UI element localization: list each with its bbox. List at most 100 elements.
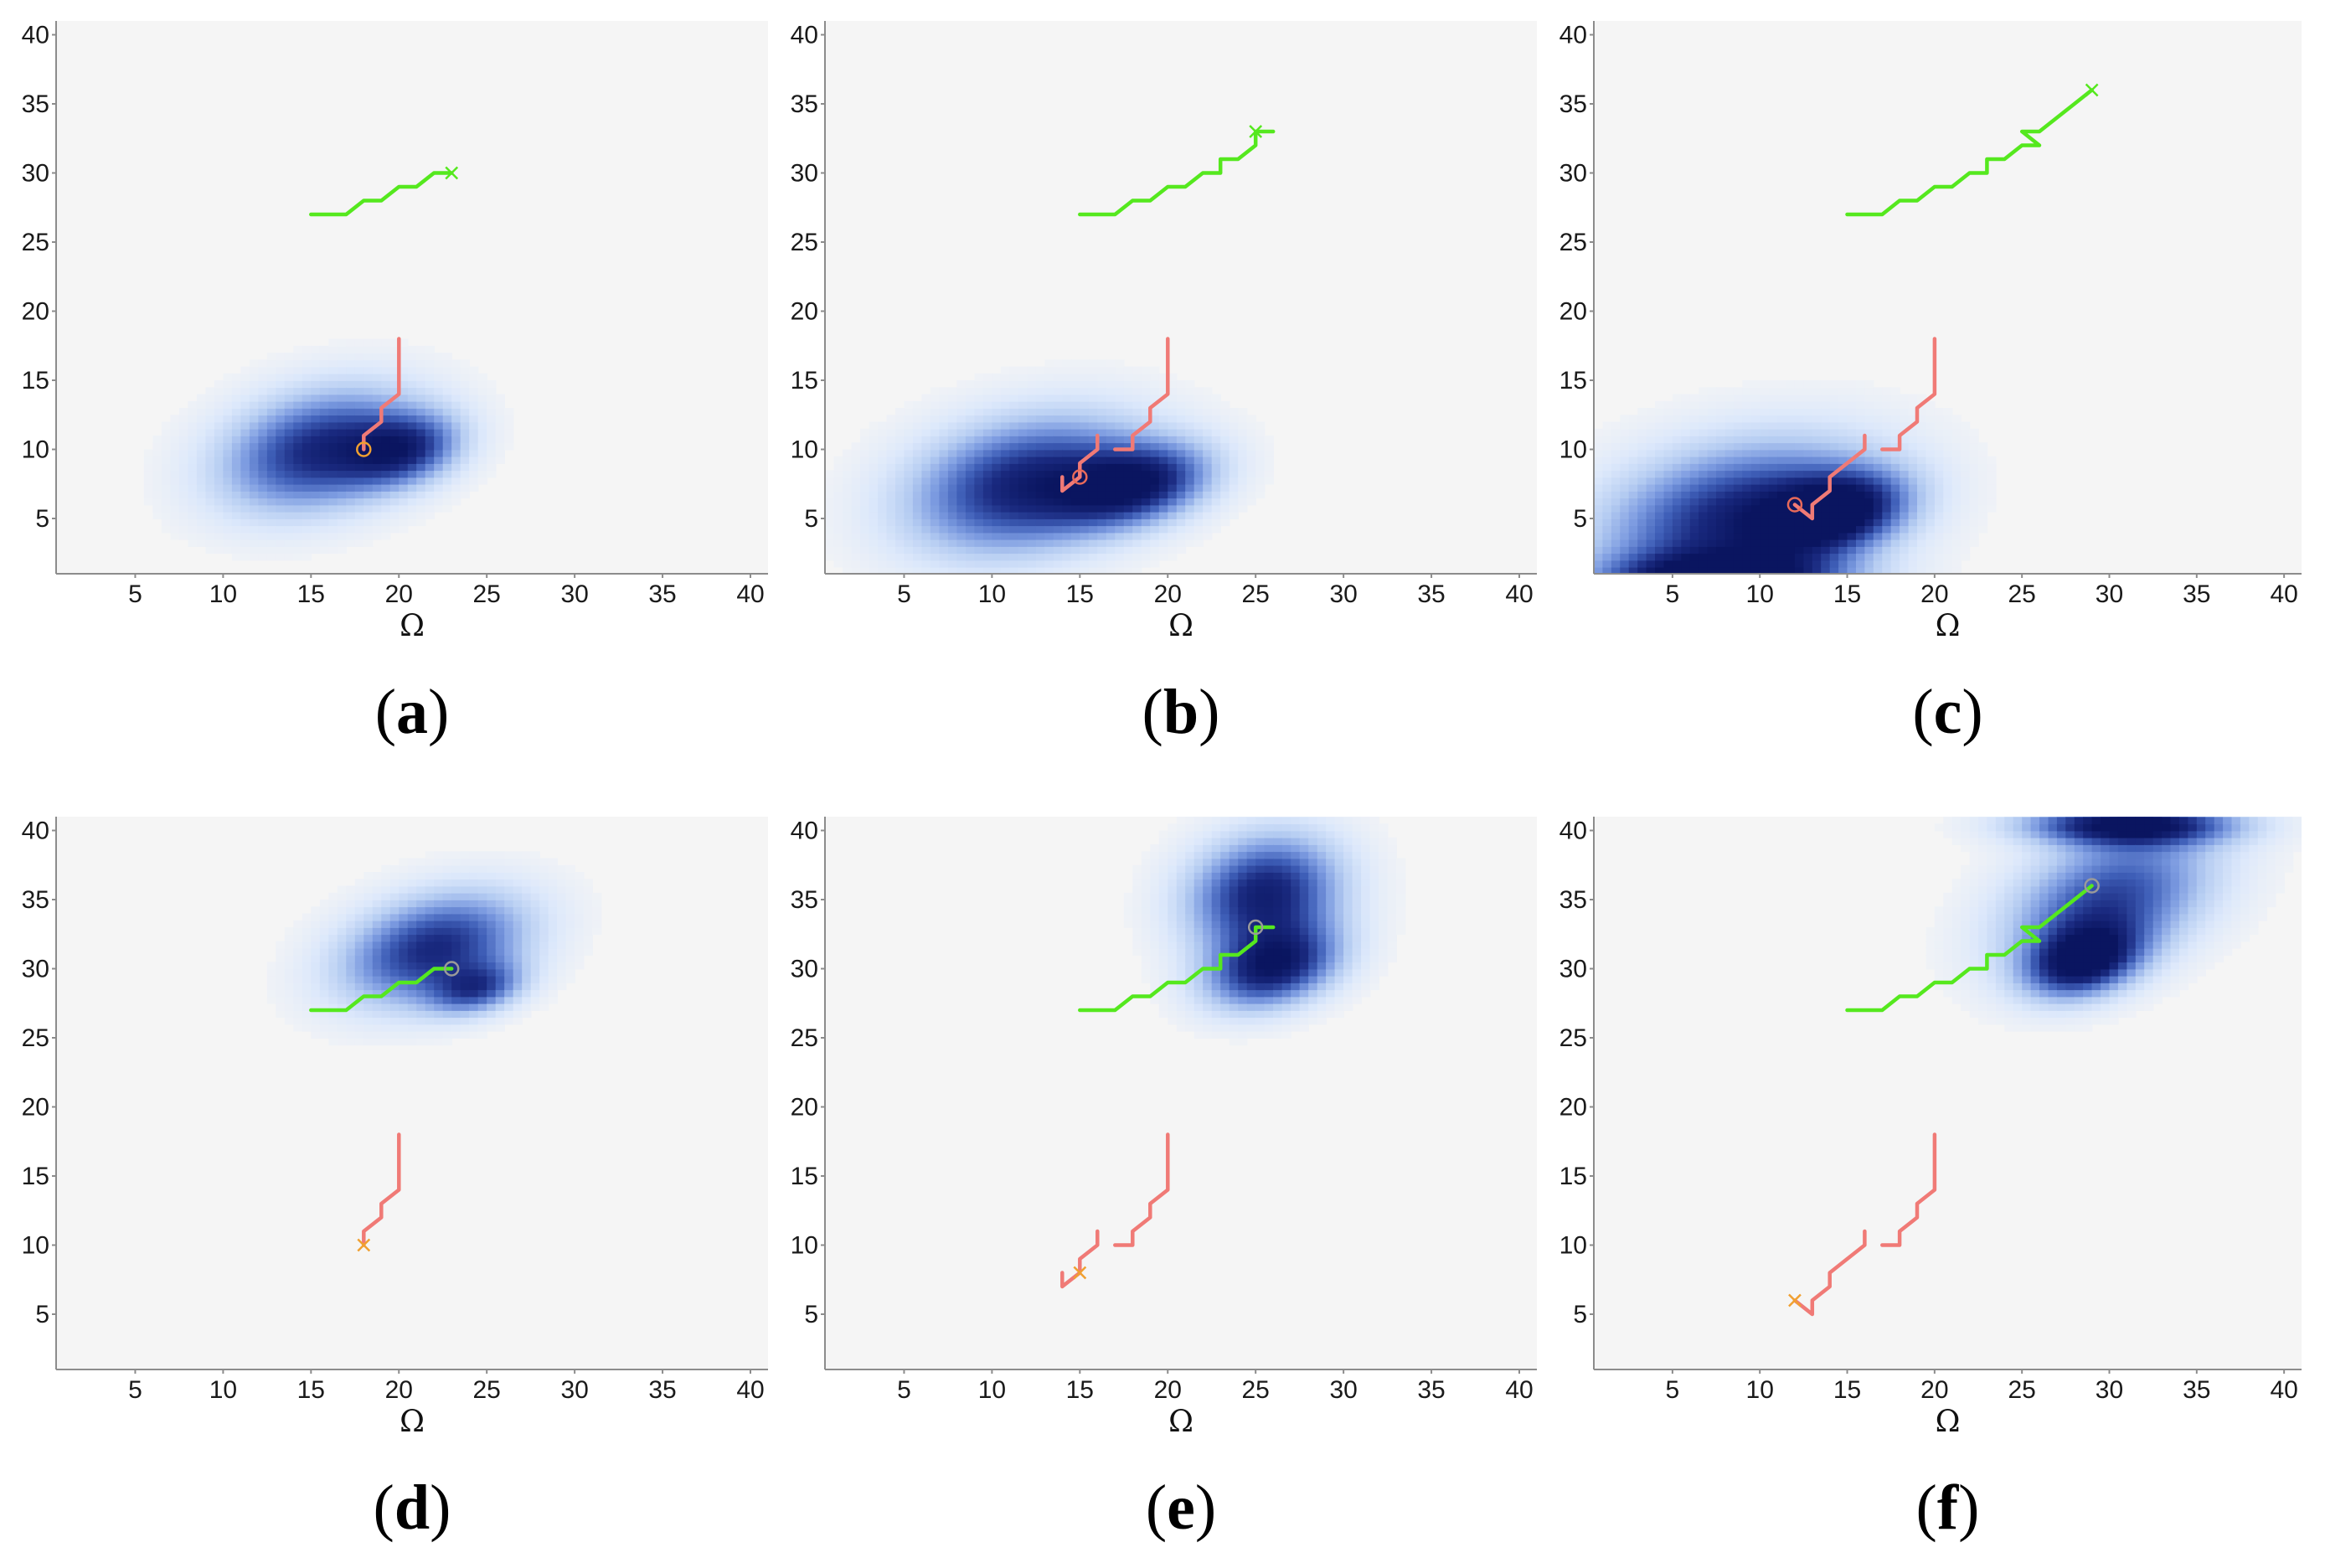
density-cell: [319, 491, 330, 499]
density-cell: [1097, 463, 1107, 472]
density-cell: [1097, 498, 1107, 506]
density-cell: [947, 463, 958, 472]
density-cell: [895, 525, 905, 534]
density-cell: [363, 968, 374, 977]
density-cell: [921, 483, 931, 492]
density-cell: [565, 975, 575, 983]
density-cell: [1229, 900, 1239, 908]
density-cell: [319, 546, 330, 554]
density-cell: [434, 436, 444, 444]
density-cell: [346, 498, 356, 506]
density-cell: [895, 463, 905, 472]
density-cell: [1070, 463, 1081, 472]
density-cell: [1786, 483, 1796, 492]
density-cell: [921, 491, 931, 499]
density-cell: [337, 1017, 348, 1025]
density-cell: [1150, 366, 1160, 374]
density-cell: [1655, 532, 1665, 540]
density-cell: [425, 483, 435, 492]
density-cell: [1733, 421, 1744, 430]
density-cell: [487, 1024, 497, 1032]
density-cell: [311, 920, 321, 928]
density-cell: [878, 511, 888, 519]
density-cell: [1847, 553, 1857, 561]
caption-close: ): [428, 677, 449, 747]
density-cell: [1943, 456, 1953, 464]
density-cell: [1115, 394, 1125, 402]
density-cell: [1672, 449, 1683, 457]
density-cell: [1864, 532, 1874, 540]
density-cell: [1760, 394, 1770, 402]
density-cell: [354, 962, 365, 970]
density-cell: [895, 456, 905, 464]
density-cell: [487, 456, 497, 464]
density-cell: [1193, 408, 1204, 416]
density-cell: [1062, 498, 1072, 506]
density-cell: [1943, 539, 1953, 547]
density-cell: [311, 996, 321, 1004]
density-cell: [956, 574, 966, 581]
density-cell: [1229, 927, 1239, 936]
density-cell: [1141, 879, 1152, 887]
density-cell: [1168, 1017, 1178, 1025]
density-cell: [1646, 470, 1656, 478]
density-cell: [1655, 483, 1665, 492]
density-cell: [451, 872, 461, 880]
marker-x: [2085, 83, 2099, 97]
density-cell: [1864, 415, 1874, 423]
density-cell: [1255, 449, 1266, 457]
density-cell: [214, 477, 224, 485]
density-cell: [407, 400, 418, 409]
density-cell: [354, 470, 365, 478]
density-cell: [1062, 387, 1072, 395]
density-cell: [214, 511, 224, 519]
marker-circle: [1786, 497, 1803, 513]
density-cell: [249, 463, 260, 472]
density-cell: [1943, 442, 1953, 451]
density-cell: [1009, 518, 1019, 527]
density-cell: [1864, 504, 1874, 513]
density-cell: [930, 394, 941, 402]
density-cell: [1185, 927, 1195, 936]
density-cell: [912, 421, 923, 430]
density-cell: [284, 532, 295, 540]
density-cell: [1132, 511, 1142, 519]
density-cell: [1062, 463, 1072, 472]
density-cell: [1689, 553, 1699, 561]
density-cell: [1890, 539, 1900, 547]
density-cell: [1088, 442, 1099, 451]
density-cell: [1864, 477, 1874, 485]
density-cell: [240, 428, 250, 436]
density-cell: [1176, 823, 1187, 832]
density-cell: [1035, 456, 1046, 464]
density-cell: [266, 373, 277, 381]
density-cell: [1203, 851, 1213, 859]
density-cell: [1821, 456, 1831, 464]
density-cell: [407, 518, 418, 527]
density-cell: [328, 400, 338, 409]
density-cell: [592, 927, 602, 936]
density-cell: [293, 470, 303, 478]
density-cell: [1203, 830, 1213, 838]
series-1-line: [362, 1132, 401, 1247]
density-cell: [530, 851, 540, 859]
density-cell: [947, 477, 958, 485]
density-cell: [302, 546, 312, 554]
density-cell: [1053, 539, 1064, 547]
density-cell: [1193, 456, 1204, 464]
density-cell: [1786, 428, 1796, 436]
density-cell: [1229, 1038, 1239, 1046]
density-cell: [1689, 477, 1699, 485]
density-cell: [1168, 913, 1178, 921]
density-cell: [381, 428, 391, 436]
density-cell: [1193, 817, 1204, 825]
density-cell: [956, 408, 967, 416]
density-cell: [1027, 442, 1037, 451]
density-cell: [240, 373, 250, 381]
density-cell: [1000, 560, 1011, 568]
density-cell: [399, 864, 409, 873]
density-cell: [1987, 470, 1997, 478]
density-cell: [407, 449, 418, 457]
density-cell: [460, 387, 470, 395]
density-cell: [152, 456, 162, 464]
